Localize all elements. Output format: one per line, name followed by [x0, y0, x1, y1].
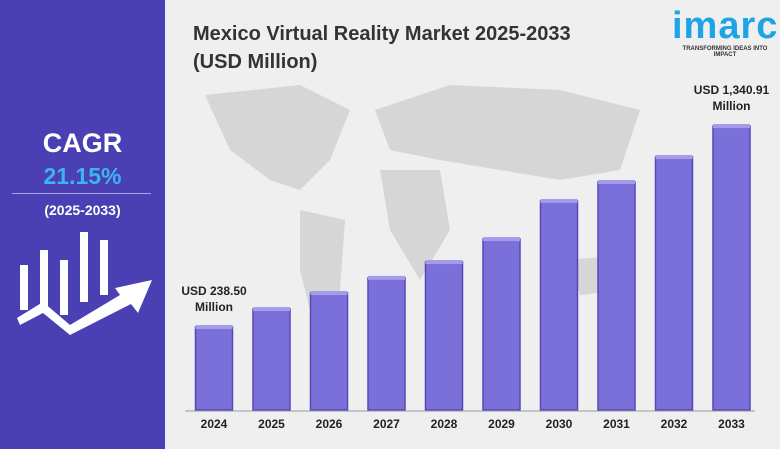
x-tick-label: 2027	[373, 417, 400, 431]
bar-2030	[539, 200, 579, 411]
bar-2026	[309, 292, 349, 411]
bar-cap-2029	[483, 237, 520, 242]
x-tick-label: 2025	[258, 417, 285, 431]
bar-2029	[482, 238, 521, 411]
world-map-background	[205, 85, 640, 330]
growth-chart-arrow-icon	[17, 232, 152, 335]
divider	[12, 193, 151, 194]
bar-cap-2024	[195, 325, 233, 330]
bar-2031	[597, 181, 636, 411]
cagr-value: 21.15%	[43, 163, 122, 189]
bar-cap-2032	[655, 155, 693, 160]
bar-2025	[252, 308, 291, 411]
subtitle-line: (USD Million)	[193, 51, 318, 73]
bar-2027	[367, 277, 406, 411]
bar-cap-2033	[713, 124, 750, 129]
title-line: Mexico Virtual Reality Market 2025-2033	[193, 23, 571, 45]
bar-cap-2028	[425, 260, 463, 265]
x-tick-label: 2024	[201, 417, 228, 431]
data-label: USD 1,340.91	[694, 83, 770, 97]
bar-2033	[712, 125, 751, 411]
bar-2024	[194, 326, 234, 411]
logo-tagline: TRANSFORMING IDEAS INTO IMPACT	[682, 46, 768, 58]
bar-cap-2030	[540, 198, 578, 203]
bar-cap-2025	[253, 307, 290, 312]
data-label-unit: Million	[713, 99, 751, 113]
x-tick-label: 2028	[431, 417, 458, 431]
x-tick-label: 2029	[488, 417, 515, 431]
cagr-panel: CAGR 21.15% (2025-2033)	[0, 0, 165, 449]
data-label-unit: Million	[195, 300, 233, 314]
x-tick-label: 2031	[603, 417, 630, 431]
x-tick-label: 2032	[661, 417, 688, 431]
x-tick-label: 2030	[546, 417, 573, 431]
chart-title: Mexico Virtual Reality Market 2025-2033 (…	[193, 20, 571, 76]
bar-cap-2027	[368, 275, 405, 280]
bar-2028	[424, 261, 464, 411]
x-tick-label: 2026	[316, 417, 343, 431]
bar-cap-2026	[310, 291, 348, 296]
data-label: USD 238.50	[181, 284, 247, 298]
imarc-logo: imarc TRANSFORMING IDEAS INTO IMPACT	[672, 6, 778, 58]
logo-text: imarc	[672, 5, 779, 47]
cagr-period: (2025-2033)	[44, 202, 121, 218]
x-tick-label: 2033	[718, 417, 745, 431]
bar-cap-2031	[598, 180, 635, 185]
cagr-label: CAGR	[42, 128, 123, 158]
bar-2032	[654, 156, 694, 411]
